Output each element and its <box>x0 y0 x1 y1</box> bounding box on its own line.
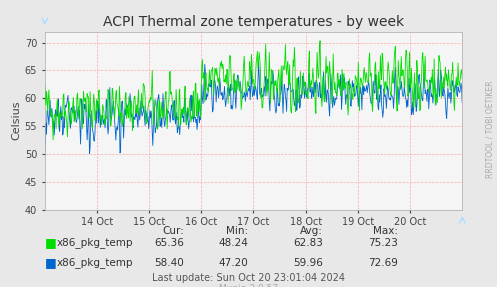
Text: Last update: Sun Oct 20 23:01:04 2024: Last update: Sun Oct 20 23:01:04 2024 <box>152 274 345 283</box>
Text: Cur:: Cur: <box>162 226 184 236</box>
Text: ■: ■ <box>45 236 57 249</box>
Text: 47.20: 47.20 <box>219 258 248 267</box>
Title: ACPI Thermal zone temperatures - by week: ACPI Thermal zone temperatures - by week <box>103 15 404 29</box>
Text: 58.40: 58.40 <box>154 258 184 267</box>
Text: x86_pkg_temp: x86_pkg_temp <box>57 237 134 248</box>
Text: 75.23: 75.23 <box>368 238 398 247</box>
Text: Munin 2.0.57: Munin 2.0.57 <box>219 284 278 287</box>
Text: 65.36: 65.36 <box>154 238 184 247</box>
Text: 72.69: 72.69 <box>368 258 398 267</box>
Text: 59.96: 59.96 <box>293 258 323 267</box>
Text: RRDTOOL / TOBI OETIKER: RRDTOOL / TOBI OETIKER <box>486 80 495 178</box>
Text: Min:: Min: <box>226 226 248 236</box>
Text: x86_pkg_temp: x86_pkg_temp <box>57 257 134 268</box>
Text: 48.24: 48.24 <box>219 238 248 247</box>
Text: ■: ■ <box>45 256 57 269</box>
Y-axis label: Celsius: Celsius <box>12 101 22 140</box>
Text: Max:: Max: <box>373 226 398 236</box>
Text: 62.83: 62.83 <box>293 238 323 247</box>
Text: Avg:: Avg: <box>300 226 323 236</box>
